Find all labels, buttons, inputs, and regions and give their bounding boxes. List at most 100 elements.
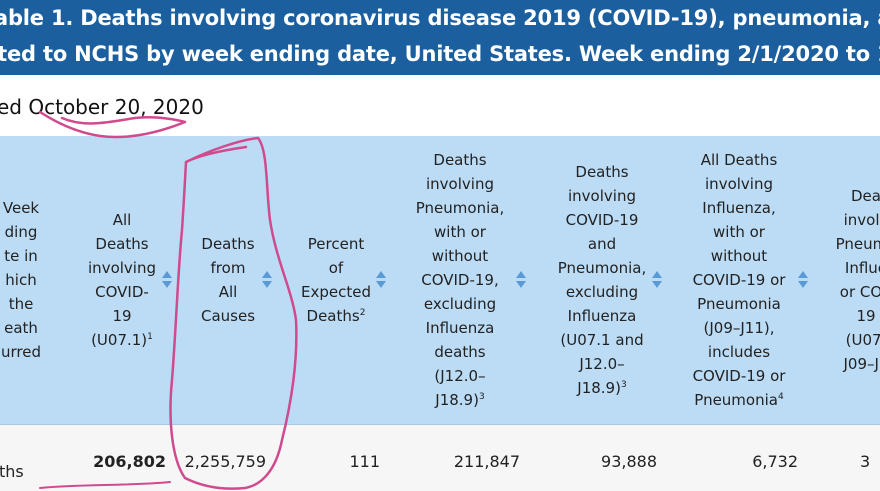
header-line: 19 <box>856 307 875 325</box>
header-line: without <box>432 247 488 265</box>
cell-deaths-all-causes: 2,255,759 <box>180 452 266 471</box>
header-line: or COV <box>840 283 880 301</box>
header-line: hich <box>5 271 36 289</box>
sort-icon[interactable] <box>652 271 662 289</box>
header-line: Pneumonia, <box>416 199 504 217</box>
sort-icon[interactable] <box>376 271 386 289</box>
header-line: J12.0– <box>579 355 624 373</box>
header-line: Pneumonia <box>697 295 781 313</box>
footnote-marker: 3 <box>479 392 485 402</box>
header-line: Percent <box>308 235 364 253</box>
header-line: COVID-19 <box>566 211 639 229</box>
header-all-covid-deaths[interactable]: All Deaths involving COVID- 19 (U07.1)1 <box>82 136 162 424</box>
header-line: COVID-19 or <box>693 367 786 385</box>
header-line: eath <box>4 319 38 337</box>
footnote-marker: 2 <box>360 308 366 318</box>
header-line: includes <box>708 343 770 361</box>
header-line: involving <box>88 259 156 277</box>
updated-date: ed October 20, 2020 <box>0 95 204 119</box>
header-line: Causes <box>201 307 255 325</box>
header-line: Deaths <box>433 151 486 169</box>
header-line: Deaths <box>575 163 628 181</box>
header-line: deaths <box>434 343 485 361</box>
header-line: and <box>588 235 616 253</box>
header-deaths-all-causes[interactable]: Deaths from All Causes <box>192 136 264 424</box>
header-line: with or <box>713 223 765 241</box>
header-all-covid-deaths-label: All Deaths involving COVID- 19 (U07.1)1 <box>88 208 156 352</box>
cell-last-column: 3 <box>860 452 880 471</box>
header-pneumonia-influenza-covid[interactable]: Dea involv Pneumo Influe or COV 19 (U07. J09–J1 <box>826 136 880 424</box>
header-line: J18.9) <box>435 391 479 409</box>
cell-all-covid-deaths: 206,802 <box>90 452 166 471</box>
header-line: Influenza <box>568 307 637 325</box>
sort-icon[interactable] <box>516 271 526 289</box>
header-line: All Deaths <box>701 151 778 169</box>
header-line: 19 <box>112 307 131 325</box>
footnote-marker: 3 <box>621 380 627 390</box>
header-line: involving <box>705 175 773 193</box>
header-line: (U07.1 and <box>560 331 643 349</box>
header-line: COVID-19 or <box>693 271 786 289</box>
header-line: the <box>9 295 34 313</box>
header-line: J18.9) <box>577 379 621 397</box>
table-row: ths 206,802 2,255,759 111 211,847 93,888… <box>0 424 880 491</box>
header-line: Pneumo <box>836 235 880 253</box>
header-line: excluding <box>566 283 638 301</box>
header-line: excluding <box>424 295 496 313</box>
header-line: of <box>329 259 343 277</box>
header-line: All <box>113 211 132 229</box>
header-line: Deaths <box>95 235 148 253</box>
header-line: (J09–J11), <box>704 319 775 337</box>
header-percent-expected-label: Percent of Expected Deaths2 <box>301 232 371 328</box>
header-line: J09–J1 <box>844 355 880 373</box>
header-line: involving <box>426 175 494 193</box>
header-line: from <box>211 259 246 277</box>
header-covid-and-pneumonia-label: Deaths involving COVID-19 and Pneumonia, excl… <box>558 160 646 400</box>
header-line: Deaths <box>201 235 254 253</box>
sort-icon[interactable] <box>162 271 172 289</box>
row-label: ths <box>0 462 24 481</box>
header-line: All <box>219 283 238 301</box>
header-line: Dea <box>851 187 880 205</box>
header-influenza-deaths[interactable]: All Deaths involving Influenza, with or with… <box>686 136 792 424</box>
header-deaths-all-causes-label: Deaths from All Causes <box>201 232 255 328</box>
header-line: Expected <box>301 283 371 301</box>
header-line: involving <box>568 187 636 205</box>
header-week-ending[interactable]: Veek ding te in hich the eath urred <box>0 136 52 424</box>
header-line: involv <box>844 211 880 229</box>
header-percent-expected[interactable]: Percent of Expected Deaths2 <box>296 136 376 424</box>
table-title-banner: able 1. Deaths involving coronavirus dis… <box>0 0 880 75</box>
header-line: te in <box>4 247 38 265</box>
footnote-marker: 1 <box>147 332 153 342</box>
cell-covid-and-pneumonia: 93,888 <box>555 452 657 471</box>
header-line: (U07.1) <box>91 331 147 349</box>
header-line: Influe <box>845 259 880 277</box>
sort-icon[interactable] <box>262 271 272 289</box>
header-line: with or <box>434 223 486 241</box>
header-line: Influenza, <box>702 199 775 217</box>
footnote-marker: 4 <box>778 392 784 402</box>
header-line: Pneumonia <box>694 391 778 409</box>
cell-pneumonia-deaths: 211,847 <box>420 452 520 471</box>
table-title-line-1: able 1. Deaths involving coronavirus dis… <box>0 6 880 30</box>
cell-percent-expected: 111 <box>300 452 380 471</box>
header-line: (U07. <box>846 331 880 349</box>
header-line: Deaths <box>307 307 360 325</box>
header-covid-and-pneumonia[interactable]: Deaths involving COVID-19 and Pneumonia, excl… <box>550 136 654 424</box>
header-line: Pneumonia, <box>558 259 646 277</box>
header-week-ending-label: Veek ding te in hich the eath urred <box>1 196 41 364</box>
header-line: Influenza <box>426 319 495 337</box>
cell-influenza-deaths: 6,732 <box>700 452 798 471</box>
header-line: Veek <box>3 199 39 217</box>
sort-icon[interactable] <box>798 271 808 289</box>
header-line: ding <box>5 223 38 241</box>
header-influenza-deaths-label: All Deaths involving Influenza, with or with… <box>693 148 786 412</box>
header-line: COVID- <box>95 283 149 301</box>
table-title-line-2: rted to NCHS by week ending date, United… <box>0 42 880 66</box>
header-line: without <box>711 247 767 265</box>
table-header: Veek ding te in hich the eath urred All Deaths i… <box>0 136 880 424</box>
header-line: (J12.0– <box>434 367 485 385</box>
header-line: urred <box>1 343 41 361</box>
